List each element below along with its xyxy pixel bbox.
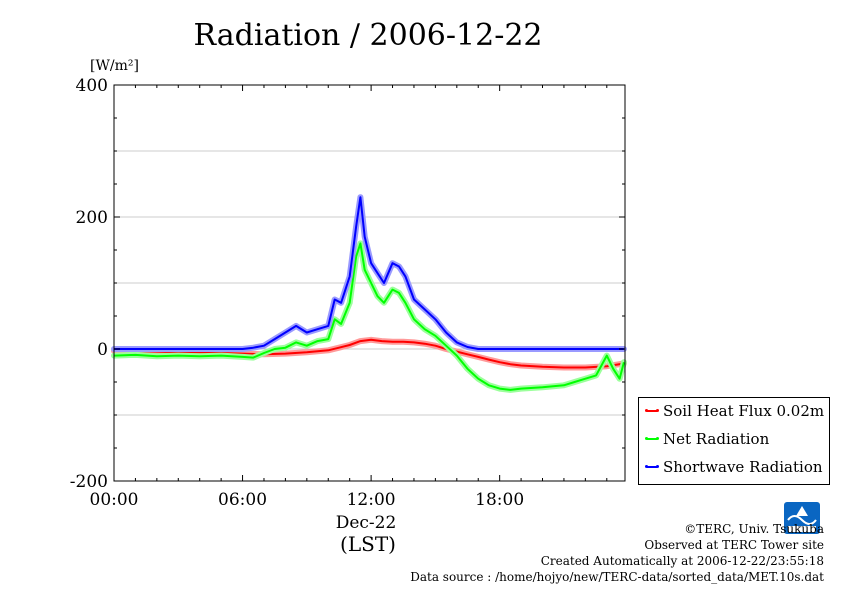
- series-line-1: [113, 242, 625, 391]
- credit-observed: Observed at TERC Tower site: [644, 538, 824, 552]
- y-tick-label: 400: [76, 76, 108, 96]
- x-tick-label: 00:00: [90, 490, 139, 510]
- legend-swatch-red: [645, 409, 659, 412]
- legend-item-soil-heat-flux: Soil Heat Flux 0.02m: [645, 400, 825, 422]
- x-axis-ticks: 00:00 06:00 12:00 18:00: [90, 85, 608, 510]
- y-axis-label: [W/m²]: [90, 58, 139, 74]
- y-axis-ticks: -200 0 200 400: [70, 76, 625, 492]
- series-layer: [111, 194, 627, 393]
- legend: Soil Heat Flux 0.02m Net Radiation Short…: [638, 397, 830, 485]
- series-line-2: [114, 196, 624, 350]
- legend-swatch-blue: [645, 465, 659, 468]
- legend-label: Soil Heat Flux 0.02m: [663, 402, 825, 420]
- legend-label: Shortwave Radiation: [663, 458, 823, 476]
- legend-item-shortwave-radiation: Shortwave Radiation: [645, 456, 823, 478]
- y-tick-label: -200: [70, 472, 108, 492]
- legend-item-net-radiation: Net Radiation: [645, 428, 770, 450]
- credit-created: Created Automatically at 2006-12-22/23:5…: [540, 554, 824, 568]
- x-tick-label: 18:00: [475, 490, 524, 510]
- terc-logo-icon: [784, 502, 820, 534]
- x-tick-label: 12:00: [347, 490, 396, 510]
- date-label: Dec-22: [336, 513, 397, 533]
- credit-data-source: Data source : /home/hojyo/new/TERC-data/…: [410, 570, 824, 584]
- chart-title: Radiation / 2006-12-22: [193, 18, 542, 53]
- x-axis-label: (LST): [340, 532, 396, 556]
- y-tick-label: 0: [97, 340, 108, 360]
- legend-swatch-green: [645, 437, 659, 440]
- y-tick-label: 200: [76, 208, 108, 228]
- credits-block: ©TERC, Univ. Tsukuba Observed at TERC To…: [410, 521, 824, 585]
- x-tick-label: 06:00: [218, 490, 267, 510]
- credit-copyright: ©TERC, Univ. Tsukuba: [684, 522, 824, 536]
- legend-label: Net Radiation: [663, 430, 770, 448]
